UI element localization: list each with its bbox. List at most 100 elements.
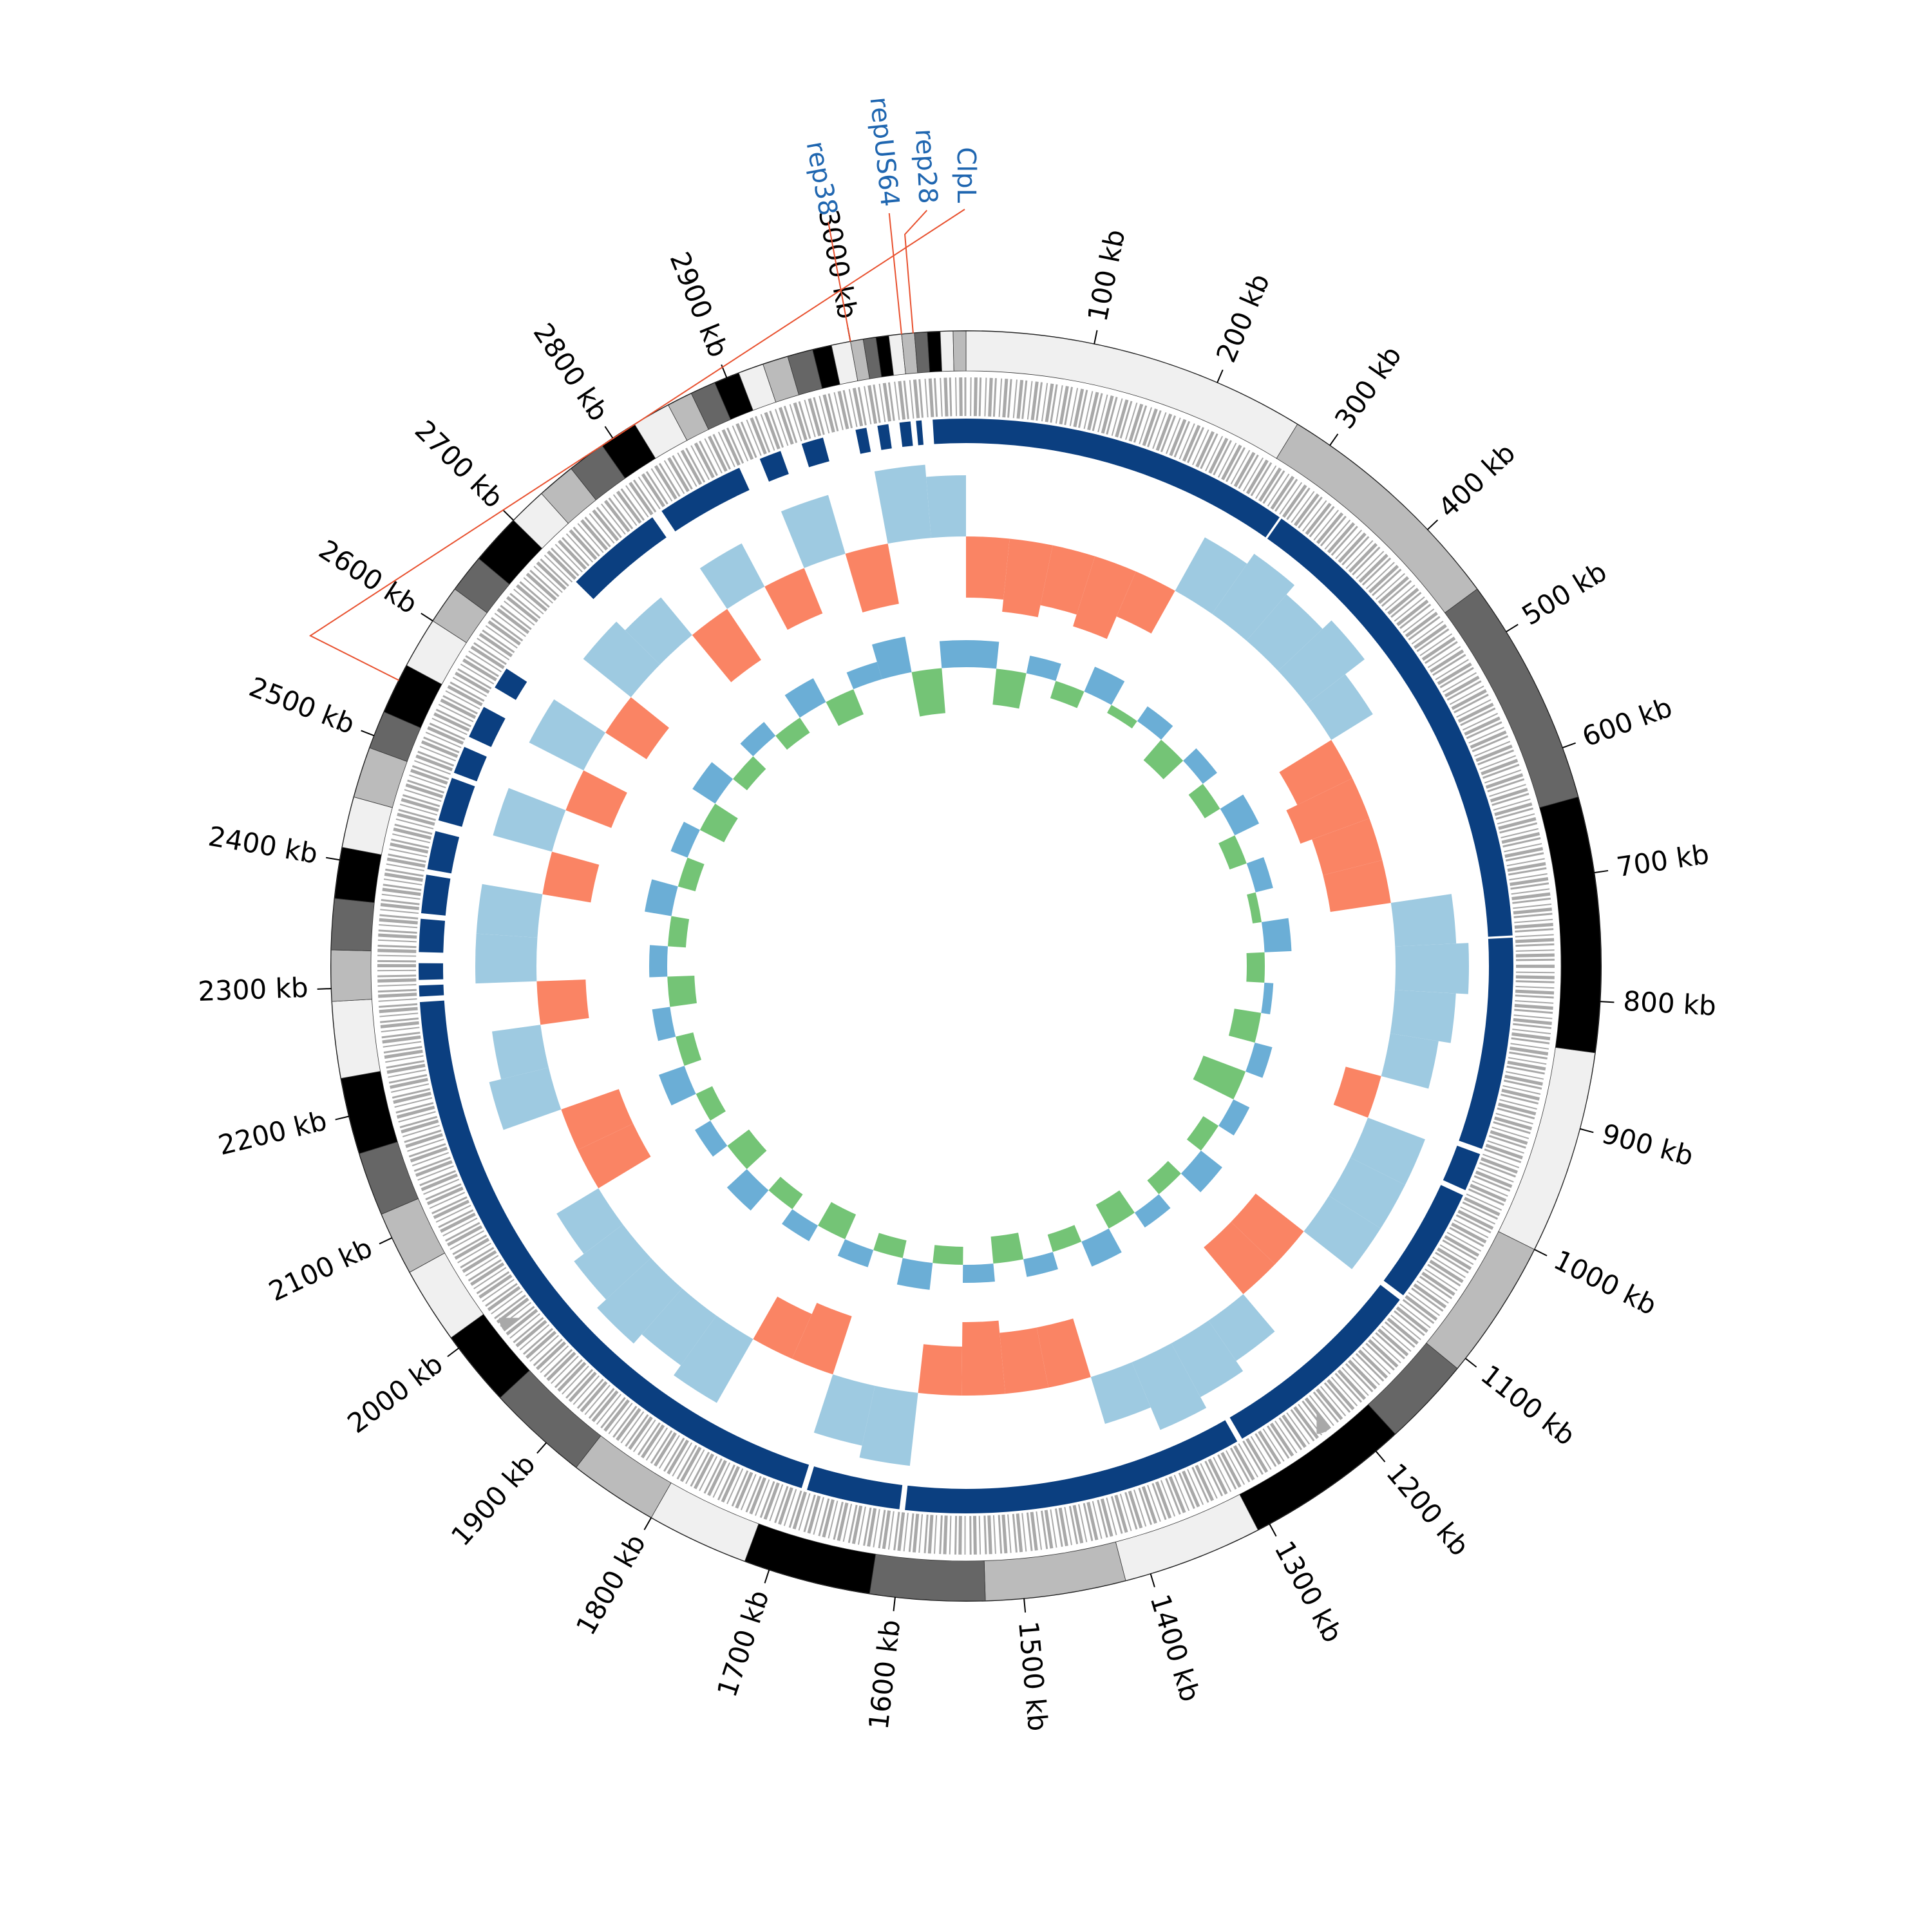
contig — [1115, 1493, 1258, 1581]
hit-segment — [427, 831, 460, 874]
gc-content-bar — [1183, 748, 1217, 784]
gc-skew-bar — [1333, 1066, 1381, 1118]
hit-segment — [576, 517, 667, 600]
gc-content-bar — [1081, 1228, 1122, 1267]
tick-mark — [1375, 1450, 1386, 1463]
x-tick-label: 1600 kb — [863, 1618, 907, 1732]
tick-mark — [1505, 623, 1519, 633]
tick-mark — [764, 1569, 770, 1584]
gc-content-bar — [846, 661, 882, 690]
gc-skew-bar — [1090, 1362, 1151, 1424]
gc-skew-bar — [561, 1089, 634, 1150]
x-tick-label: 2700 kb — [409, 414, 509, 514]
hit-segment — [759, 451, 789, 482]
gc-skew-bar — [1212, 553, 1295, 641]
gc-content-bar — [911, 668, 945, 717]
hit-segment — [419, 984, 444, 997]
x-tick-label: 1400 kb — [1144, 1591, 1206, 1705]
x-tick-label: 1200 kb — [1380, 1457, 1475, 1562]
gc-skew-bar — [692, 609, 761, 683]
gc-skew-bar — [1350, 1117, 1425, 1186]
gc-skew-bar — [529, 699, 606, 771]
hit-segment — [1443, 1146, 1481, 1191]
gc-content-bar — [1095, 1190, 1135, 1229]
gene-ring — [377, 377, 1555, 1555]
gc-skew-bar — [605, 697, 670, 759]
gc-skew-bar — [493, 788, 566, 852]
gc-content-bar — [826, 689, 864, 726]
gc-skew-bar — [536, 980, 589, 1025]
gc-content-bar — [818, 1202, 857, 1240]
gc-content-bar — [775, 717, 810, 750]
gc-content-bar — [1180, 1150, 1222, 1193]
gc-content-bar — [695, 1121, 728, 1157]
gc-skew-bar — [476, 884, 543, 938]
gc-content-bar — [649, 945, 668, 978]
x-tick-label: 600 kb — [1578, 691, 1676, 753]
gc-content-bar — [1134, 1194, 1171, 1228]
gc-skew-bar — [874, 464, 931, 544]
hit-segment — [1383, 1185, 1463, 1296]
hit-segment — [899, 421, 913, 448]
x-tick-label: 2500 kb — [245, 671, 359, 741]
hit-segment — [855, 428, 871, 454]
gc-skew-bar — [1002, 538, 1053, 618]
gc-content-bar — [1047, 1225, 1082, 1252]
tick-mark — [536, 1442, 547, 1454]
gc-content-bar — [677, 857, 705, 891]
gc-skew-bar — [845, 544, 899, 613]
gc-skew-bar — [565, 770, 627, 828]
tick-mark — [1217, 369, 1224, 383]
contig — [334, 847, 382, 903]
x-tick-label: 700 kb — [1615, 838, 1711, 883]
tick-mark — [1464, 1358, 1477, 1368]
tick-mark — [325, 857, 341, 861]
x-tick-label: 2000 kb — [341, 1348, 448, 1439]
gc-content-bar — [1050, 681, 1084, 708]
gc-content-bar — [784, 678, 826, 718]
gc-content-bar — [692, 762, 734, 804]
tick-mark — [1426, 519, 1439, 531]
gc-content-bar — [1247, 892, 1262, 923]
gc-skew-bar — [1306, 674, 1373, 741]
x-tick-label: 1900 kb — [445, 1448, 542, 1552]
gc-content-bar — [939, 640, 966, 668]
tick-mark — [1562, 742, 1576, 749]
tick-mark — [361, 730, 375, 737]
tick-mark — [1600, 1001, 1615, 1003]
contig — [940, 330, 954, 372]
gc-content-bar — [733, 756, 766, 791]
x-tick-label: 1500 kb — [1012, 1620, 1054, 1732]
gc-content-bar — [668, 916, 690, 948]
gc-skew-bar — [1303, 1195, 1381, 1269]
gc-content-bar — [676, 1032, 702, 1066]
x-tick-label: 2200 kb — [215, 1104, 330, 1161]
gc-content-bar — [667, 976, 697, 1007]
gc-content-bar — [740, 721, 776, 757]
tick-mark — [893, 1596, 896, 1611]
gc-content-bar — [1084, 667, 1125, 705]
gc-skew-bar — [583, 621, 660, 697]
gc-content-bar — [837, 1239, 874, 1267]
hit-segment — [469, 706, 506, 747]
gc-skew-bar — [542, 851, 600, 903]
gc-content-bar — [652, 1007, 676, 1041]
x-tick-label: 2100 kb — [264, 1232, 377, 1308]
tick-mark — [335, 1115, 350, 1121]
gc-skew-bar — [641, 1288, 717, 1366]
x-tick-label: 1800 kb — [570, 1529, 652, 1640]
hit-segment — [1229, 1285, 1400, 1439]
gc-content-bar — [1245, 1042, 1273, 1078]
gc-content-bar — [896, 1258, 933, 1290]
gc-skew-bar — [491, 1025, 549, 1079]
tick-mark — [447, 1347, 460, 1358]
hit-segment — [661, 468, 750, 532]
gc-content-bar — [992, 668, 1027, 709]
gc-content-bar — [1147, 1160, 1181, 1195]
gc-content-bar — [1107, 705, 1137, 729]
gc-content-bar — [1246, 857, 1273, 893]
x-tick-label: 400 kb — [1432, 437, 1522, 524]
x-tick-label: 500 kb — [1517, 556, 1613, 632]
gc-skew-bar — [1323, 860, 1391, 912]
